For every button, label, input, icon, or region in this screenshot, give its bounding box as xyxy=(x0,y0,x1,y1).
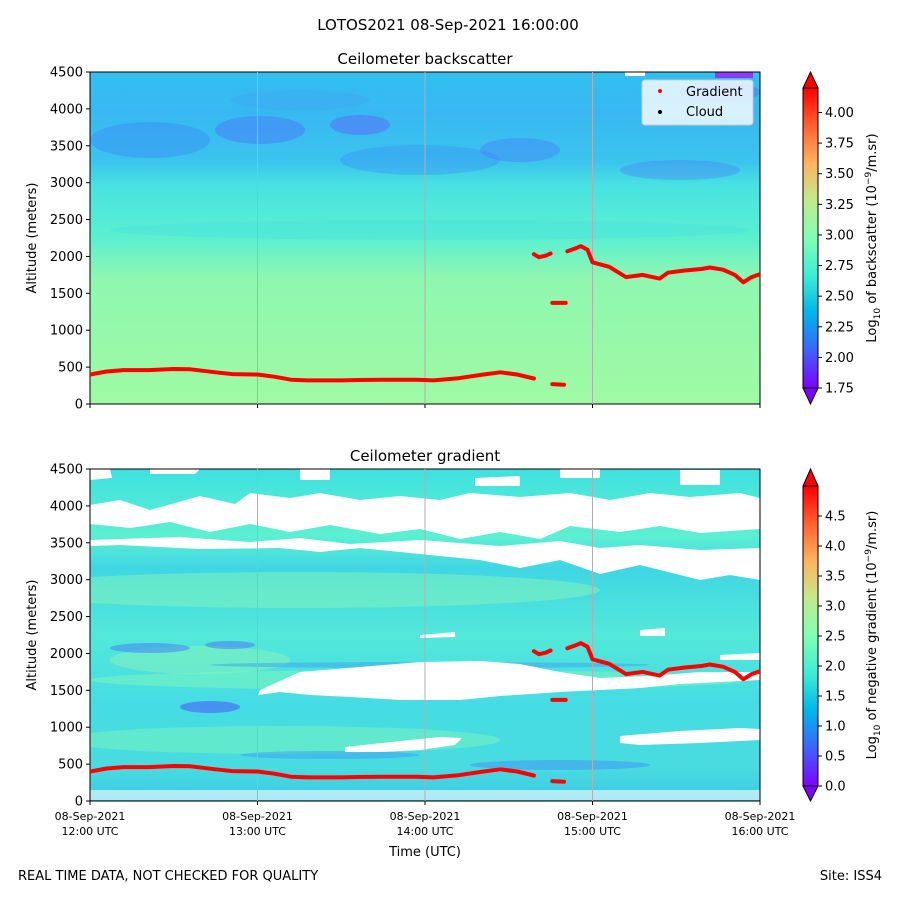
gradient-colorbar-label: Log10 of negative gradient (10−9/m.sr) xyxy=(864,511,883,760)
colorbar-tick-label: 3.50 xyxy=(825,167,854,182)
y-tick-label: 1500 xyxy=(50,287,83,302)
colorbar-tick-label: 1.0 xyxy=(825,720,846,735)
gradient-series-segment xyxy=(531,648,553,657)
gradient-panel: Ceilometer gradient xyxy=(25,447,883,860)
x-tick-date-label: 08-Sep-2021 xyxy=(725,810,796,823)
gradient-colorbar: 0.0 0.5 1.0 1.5 2.0 2.5 3.0 3.5 4.0 4.5 Log10 of … xyxy=(802,467,883,803)
colorbar-tick-label: 3.0 xyxy=(825,600,846,615)
gradient-series-segment xyxy=(90,367,536,383)
x-tick-date-label: 08-Sep-2021 xyxy=(55,810,126,823)
colorbar-tick-label: 0.5 xyxy=(825,750,846,765)
x-tick-time-label: 16:00 UTC xyxy=(731,825,788,838)
y-tick-label: 500 xyxy=(58,758,83,773)
backscatter-colorbar: 1.75 2.00 2.25 2.50 2.75 3.00 3.25 3.50 3.75 4.00… xyxy=(802,70,883,406)
colorbar-tick-label: 3.75 xyxy=(825,137,854,152)
y-tick-label: 1000 xyxy=(50,324,83,339)
gradient-series-segment xyxy=(531,251,553,260)
x-tick-time-label: 15:00 UTC xyxy=(564,825,621,838)
y-tick-label: 3000 xyxy=(50,176,83,191)
x-tick-time-label: 13:00 UTC xyxy=(229,825,286,838)
colorbar-tick-label: 1.5 xyxy=(825,690,846,705)
y-tick-label: 2000 xyxy=(50,647,83,662)
legend-cloud-marker xyxy=(658,110,662,114)
colorbar-tick-label: 2.5 xyxy=(825,630,846,645)
gradient-ylabel: Altitude (meters) xyxy=(25,580,40,691)
site-label: Site: ISS4 xyxy=(819,869,882,884)
x-tick-time-label: 14:00 UTC xyxy=(396,825,453,838)
x-tick-time-label: 12:00 UTC xyxy=(61,825,118,838)
gradient-series-segment xyxy=(565,244,760,285)
colorbar-tick-label: 2.0 xyxy=(825,660,846,675)
backscatter-ylabel: Altitude (meters) xyxy=(25,183,40,294)
y-tick-label: 2000 xyxy=(50,250,83,265)
gradient-xlabel: Time (UTC) xyxy=(388,845,461,860)
y-tick-label: 500 xyxy=(58,361,83,376)
y-tick-label: 4000 xyxy=(50,499,83,514)
colorbar-tick-label: 0.0 xyxy=(825,780,846,795)
y-tick-label: 3500 xyxy=(50,536,83,551)
gradient-series-segment xyxy=(550,779,566,784)
backscatter-colorbar-label: Log10 of backscatter (10−9/m.sr) xyxy=(864,133,883,342)
y-tick-label: 3500 xyxy=(50,139,83,154)
y-tick-label: 0 xyxy=(75,795,83,810)
x-tick-date-label: 08-Sep-2021 xyxy=(222,810,293,823)
backscatter-panel: Ceilometer backscatter 0 500 1000 1500 2000 2… xyxy=(25,50,883,413)
y-tick-label: 4500 xyxy=(50,463,83,478)
colorbar-tick-label: 2.75 xyxy=(825,259,854,274)
colorbar-tick-label: 4.00 xyxy=(825,106,854,121)
colorbar-tick-label: 3.00 xyxy=(825,228,854,243)
gradient-series-segment xyxy=(565,641,760,682)
gradient-series-segment xyxy=(90,764,536,780)
legend-cloud-label: Cloud xyxy=(686,105,723,120)
y-tick-label: 4000 xyxy=(50,102,83,117)
y-tick-label: 4500 xyxy=(50,66,83,81)
backscatter-title: Ceilometer backscatter xyxy=(337,50,513,68)
y-tick-label: 2500 xyxy=(50,213,83,228)
colorbar-tick-label: 4.0 xyxy=(825,540,846,555)
colorbar-tick-label: 1.75 xyxy=(825,382,854,397)
colorbar-tick-label: 3.25 xyxy=(825,198,854,213)
legend-gradient-label: Gradient xyxy=(686,85,743,100)
colorbar-tick-label: 2.00 xyxy=(825,351,854,366)
y-tick-label: 1000 xyxy=(50,721,83,736)
y-tick-label: 1500 xyxy=(50,684,83,699)
colorbar-tick-label: 2.50 xyxy=(825,290,854,305)
colorbar-tick-label: 2.25 xyxy=(825,320,854,335)
y-tick-label: 2500 xyxy=(50,610,83,625)
quality-disclaimer: REAL TIME DATA, NOT CHECKED FOR QUALITY xyxy=(18,869,319,884)
y-tick-label: 0 xyxy=(75,398,83,413)
x-tick-date-label: 08-Sep-2021 xyxy=(557,810,628,823)
gradient-series-segment xyxy=(550,382,566,387)
gradient-title: Ceilometer gradient xyxy=(350,447,500,465)
x-tick-date-label: 08-Sep-2021 xyxy=(390,810,461,823)
colorbar-tick-label: 3.5 xyxy=(825,570,846,585)
gradient-heatmap xyxy=(90,469,760,801)
colorbar-tick-label: 4.5 xyxy=(825,510,846,525)
figure-title: LOTOS2021 08-Sep-2021 16:00:00 xyxy=(317,16,579,34)
backscatter-legend: Gradient Cloud xyxy=(641,79,754,126)
legend-gradient-marker xyxy=(658,89,662,93)
y-tick-label: 3000 xyxy=(50,573,83,588)
